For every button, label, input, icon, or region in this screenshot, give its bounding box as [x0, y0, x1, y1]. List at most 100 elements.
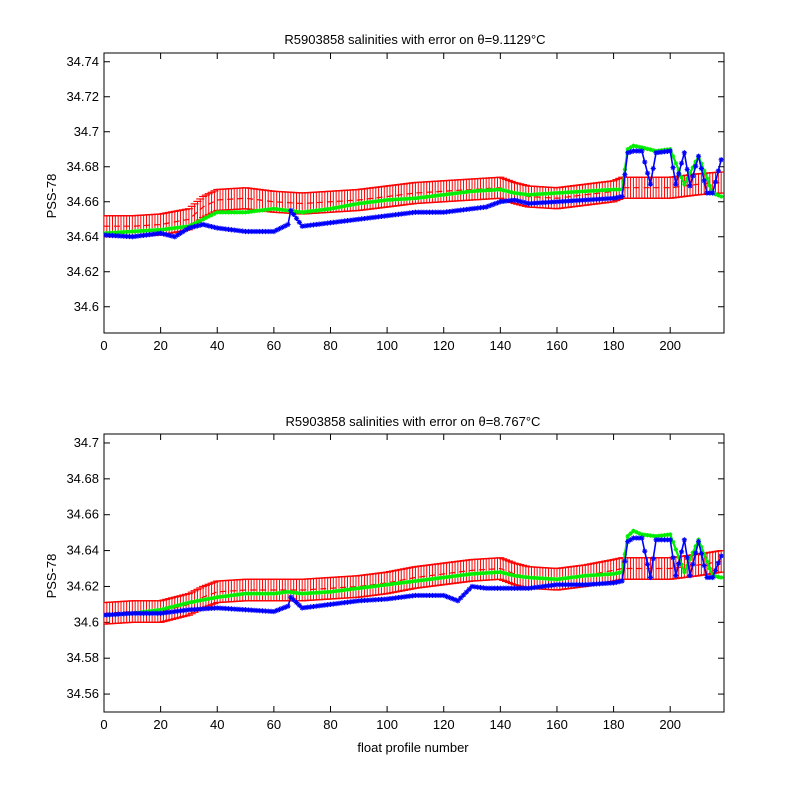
- top-chart-title: R5903858 salinities with error on θ=9.11…: [284, 32, 545, 47]
- top-chart-series-uncalibrated-marker: [257, 228, 263, 235]
- bottom-chart-series-calibrated-marker: [707, 566, 713, 571]
- top-chart-series-uncalibrated-marker: [254, 228, 260, 235]
- bottom-chart-series-uncalibrated-marker: [152, 610, 158, 616]
- bottom-chart-series-calibrated-marker: [622, 551, 628, 557]
- top-chart-series-calibrated-marker: [684, 176, 690, 181]
- bottom-chart-x-tick-label: 200: [659, 717, 681, 732]
- top-chart-series-uncalibrated-marker: [310, 222, 317, 228]
- top-chart-series-uncalibrated-marker: [678, 160, 685, 166]
- bottom-chart-series-uncalibrated-marker: [265, 608, 271, 614]
- bottom-chart-series-calibrated-marker: [249, 591, 254, 596]
- bottom-chart-series-calibrated-marker: [591, 572, 596, 578]
- top-chart-series-uncalibrated-marker: [486, 203, 492, 209]
- bottom-chart-series-uncalibrated-marker: [562, 582, 569, 588]
- top-chart-series-uncalibrated-marker: [387, 212, 393, 218]
- top-chart-series-calibrated-marker: [325, 206, 330, 212]
- bottom-chart-series-calibrated-marker: [557, 576, 562, 582]
- top-chart-series-uncalibrated-marker: [330, 219, 336, 225]
- bottom-chart-series-calibrated-marker: [331, 589, 336, 594]
- top-chart-series-uncalibrated-marker: [242, 228, 249, 235]
- top-chart-series-calibrated-marker: [200, 217, 206, 222]
- bottom-chart-series-uncalibrated-marker: [257, 608, 263, 614]
- bottom-chart-series-uncalibrated-marker: [509, 585, 515, 591]
- bottom-chart-series-uncalibrated-marker: [404, 593, 410, 600]
- bottom-chart-series-calibrated-marker: [345, 587, 350, 592]
- bottom-chart-series-calibrated-marker: [342, 587, 347, 593]
- bottom-chart-series-uncalibrated-marker: [412, 592, 419, 599]
- bottom-chart-series-uncalibrated-marker: [693, 550, 699, 556]
- top-chart-series-uncalibrated-marker: [197, 222, 203, 228]
- bottom-chart-series-uncalibrated-marker: [234, 606, 240, 612]
- top-chart-series-calibrated-marker: [682, 182, 687, 187]
- bottom-chart-series-uncalibrated-marker: [545, 583, 552, 589]
- bottom-chart-series-uncalibrated-marker: [132, 610, 138, 616]
- bottom-chart-series-uncalibrated-marker: [540, 583, 546, 590]
- top-chart-series-uncalibrated-marker: [271, 228, 277, 235]
- top-chart-series-calibrated-marker: [232, 210, 237, 215]
- top-chart-series-calibrated-marker: [492, 187, 497, 193]
- top-chart-series-calibrated-marker: [206, 214, 211, 219]
- top-chart-series-uncalibrated-marker: [112, 233, 118, 239]
- bottom-chart-series-uncalibrated-marker: [579, 582, 586, 588]
- bottom-chart-series-uncalibrated-marker: [180, 607, 186, 614]
- top-chart-series-uncalibrated-marker: [191, 224, 198, 230]
- bottom-chart-series-uncalibrated-marker: [175, 608, 181, 614]
- bottom-chart-series-uncalibrated-marker: [149, 610, 155, 616]
- top-chart-series-uncalibrated-marker: [710, 190, 716, 196]
- top-chart-series-uncalibrated-marker: [412, 209, 419, 215]
- top-chart-series-calibrated-marker: [625, 147, 630, 152]
- bottom-chart-series-calibrated-marker: [166, 605, 172, 610]
- top-chart-series-calibrated-marker: [166, 226, 172, 231]
- top-chart-series-calibrated-marker: [543, 191, 548, 196]
- top-chart-series-calibrated-marker: [121, 229, 127, 235]
- bottom-chart-series-uncalibrated-marker: [681, 537, 687, 543]
- bottom-chart-series-uncalibrated-marker: [308, 604, 314, 610]
- bottom-chart-series-uncalibrated-marker: [599, 580, 605, 587]
- top-chart-series-uncalibrated-marker: [610, 195, 617, 201]
- top-chart-series-calibrated-marker: [583, 189, 588, 194]
- bottom-chart-series-calibrated-marker: [206, 596, 211, 602]
- bottom-chart-series-calibrated-marker: [370, 584, 376, 589]
- top-chart-series-uncalibrated-marker: [480, 204, 486, 210]
- top-chart-series-calibrated-marker: [183, 224, 189, 229]
- top-chart-series-calibrated-marker: [280, 207, 285, 212]
- bottom-chart-series-calibrated-marker: [517, 574, 523, 579]
- top-chart-series-uncalibrated-marker: [146, 232, 152, 238]
- top-chart-y-tick-label: 34.64: [66, 229, 99, 244]
- bottom-chart-series-uncalibrated-marker: [121, 611, 127, 617]
- bottom-chart-series-uncalibrated-marker: [458, 595, 464, 601]
- top-chart-series-uncalibrated-marker: [605, 196, 611, 202]
- top-chart-series-uncalibrated-marker: [353, 217, 359, 223]
- top-chart-series-uncalibrated-marker: [248, 228, 254, 235]
- top-chart-series-uncalibrated-marker: [316, 221, 322, 227]
- bottom-chart-x-tick-label: 40: [210, 717, 224, 732]
- bottom-chart-series-uncalibrated-marker: [316, 603, 322, 609]
- bottom-chart-series-calibrated-marker: [416, 578, 421, 583]
- bottom-chart-series-calibrated-marker: [348, 587, 353, 592]
- bottom-chart-series-calibrated-marker: [305, 591, 311, 596]
- bottom-chart-series-uncalibrated-marker: [633, 535, 639, 541]
- bottom-chart-series-uncalibrated-marker: [169, 609, 175, 615]
- bottom-chart-series-calibrated-marker: [492, 570, 497, 575]
- bottom-chart-series-uncalibrated-marker: [616, 579, 622, 585]
- top-chart-x-tick-label: 180: [603, 338, 625, 353]
- bottom-chart-y-tick-label: 34.68: [66, 471, 99, 486]
- bottom-chart-series-uncalibrated-marker: [667, 537, 673, 543]
- top-chart-series-calibrated-marker: [416, 195, 421, 201]
- bottom-chart-series-calibrated-marker: [195, 598, 200, 604]
- top-chart-series-calibrated-marker: [687, 170, 693, 176]
- bottom-chart-series-uncalibrated-marker: [577, 582, 583, 588]
- top-chart-series-uncalibrated-marker: [208, 224, 215, 230]
- bottom-chart-series-uncalibrated-marker: [228, 606, 234, 612]
- bottom-chart-series-uncalibrated-marker: [197, 606, 203, 612]
- bottom-chart-series-uncalibrated-marker: [557, 582, 563, 588]
- top-chart-series-calibrated-marker: [331, 206, 336, 211]
- top-chart-series-uncalibrated-marker: [528, 200, 535, 206]
- bottom-chart-series-calibrated-marker: [319, 590, 325, 595]
- bottom-chart-series-uncalibrated-marker: [158, 610, 164, 616]
- bottom-chart-series-uncalibrated-marker: [259, 608, 266, 614]
- bottom-chart-series-calibrated-marker: [251, 591, 257, 596]
- bottom-chart-series-calibrated-marker: [676, 554, 681, 560]
- bottom-chart-series-uncalibrated-marker: [214, 605, 220, 611]
- top-chart-series-uncalibrated-marker: [293, 215, 300, 221]
